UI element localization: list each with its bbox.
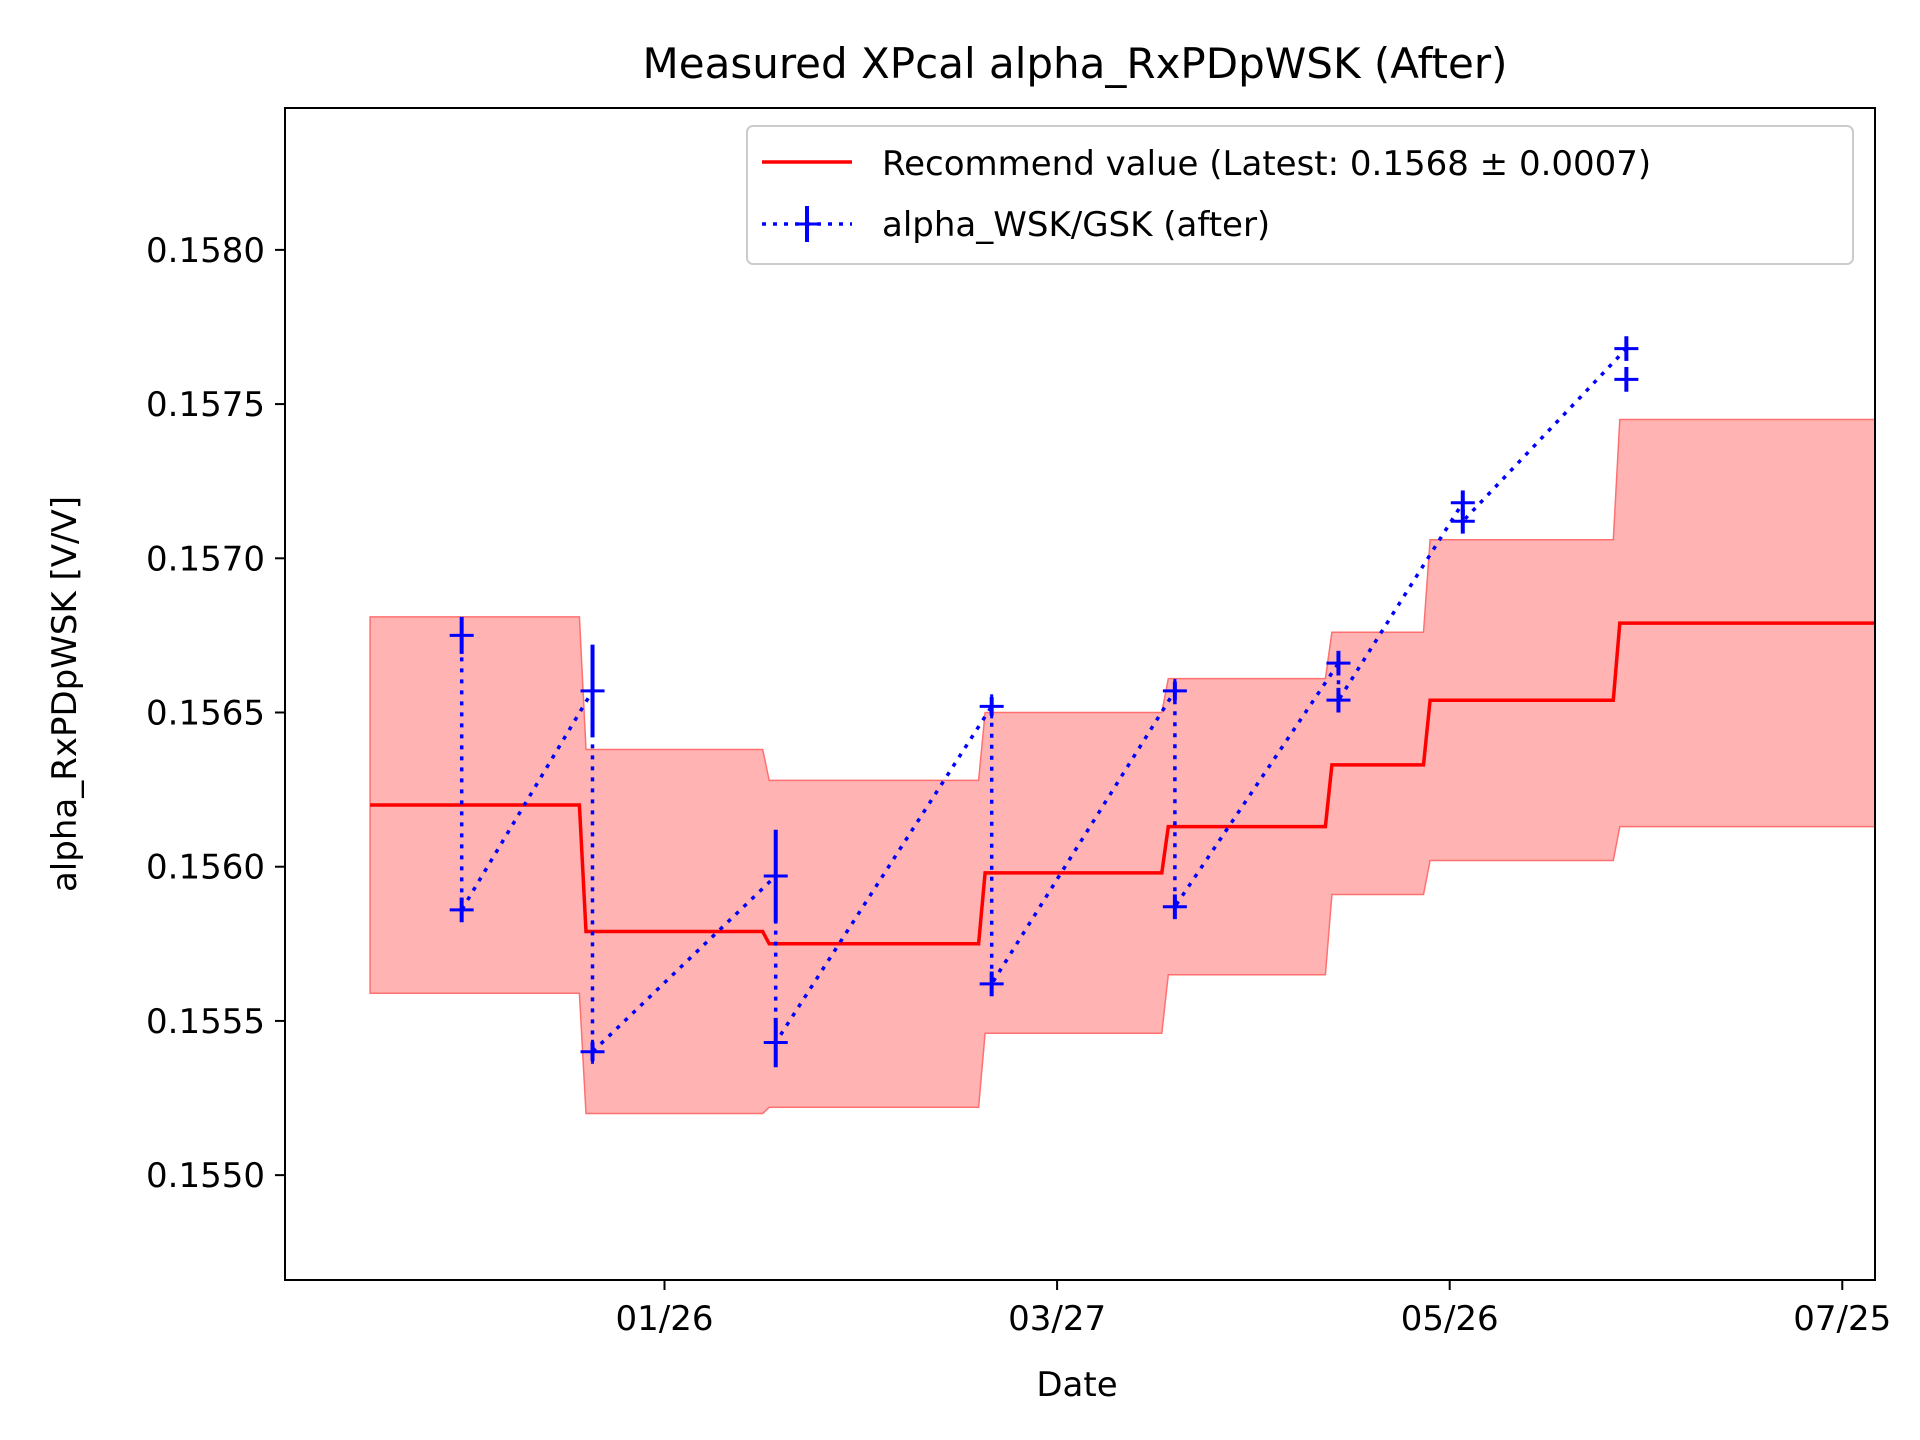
chart-title: Measured XPcal alpha_RxPDpWSK (After) bbox=[643, 39, 1508, 88]
legend: Recommend value (Latest: 0.1568 ± 0.0007… bbox=[746, 125, 1854, 265]
y-tick-label-3: 0.1565 bbox=[146, 694, 265, 734]
y-axis-label: alpha_RxPDpWSK [V/V] bbox=[45, 496, 85, 892]
x-tick-label-0: 01/26 bbox=[616, 1299, 714, 1339]
axes: 01/26 03/27 05/26 07/25 0.1550 0.1555 0.1560 0.… bbox=[146, 231, 1891, 1339]
y-tick-label-6: 0.1580 bbox=[146, 231, 265, 271]
y-tick-label-4: 0.1570 bbox=[146, 539, 265, 579]
recommend-value-line bbox=[370, 621, 1875, 946]
x-axis-label: Date bbox=[1036, 1365, 1117, 1405]
legend-box bbox=[746, 125, 1854, 265]
y-tick-label-2: 0.1560 bbox=[146, 848, 265, 888]
y-tick-label-0: 0.1550 bbox=[146, 1156, 265, 1196]
plot-frame bbox=[284, 107, 1876, 1281]
x-tick-label-2: 05/26 bbox=[1401, 1299, 1499, 1339]
legend-recommend-label: Recommend value (Latest: 0.1568 ± 0.0007… bbox=[882, 144, 1651, 184]
y-tick-label-1: 0.1555 bbox=[146, 1002, 265, 1042]
x-tick-label-3: 07/25 bbox=[1793, 1299, 1891, 1339]
y-tick-label-5: 0.1575 bbox=[146, 385, 265, 425]
x-tick-label-1: 03/27 bbox=[1008, 1299, 1106, 1339]
legend-measurement-label: alpha_WSK/GSK (after) bbox=[882, 205, 1270, 245]
